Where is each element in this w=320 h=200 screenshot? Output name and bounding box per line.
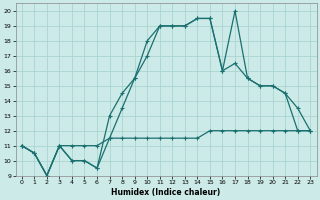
- X-axis label: Humidex (Indice chaleur): Humidex (Indice chaleur): [111, 188, 221, 197]
